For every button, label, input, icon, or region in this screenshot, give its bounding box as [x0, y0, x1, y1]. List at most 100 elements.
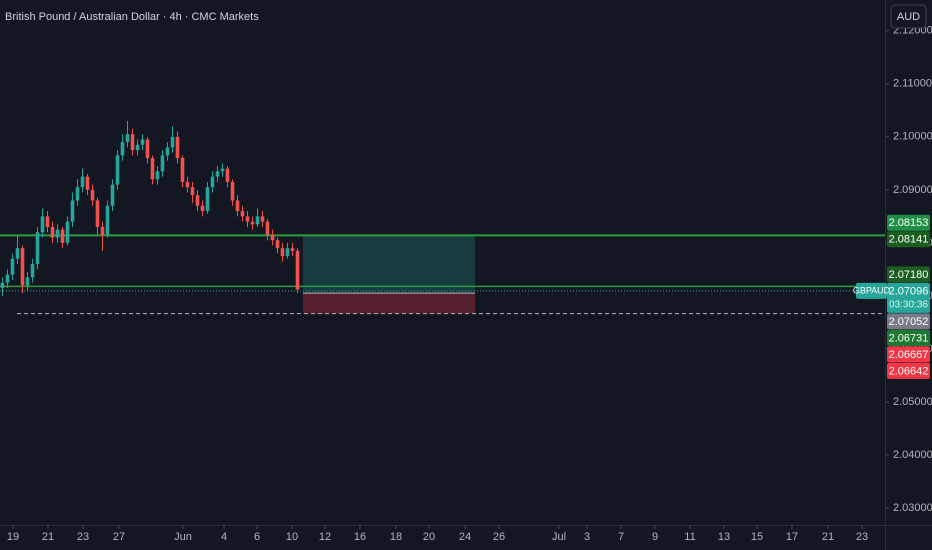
candle-body [265, 221, 270, 235]
candle-body [150, 158, 155, 180]
candle-body [285, 248, 290, 257]
candle-body [235, 200, 240, 212]
candle-body [260, 216, 265, 222]
x-tick-label: 17 [786, 531, 798, 543]
y-tick-label: 2.05000 [893, 396, 932, 408]
candle-body [140, 139, 145, 145]
x-tick-label: 20 [423, 531, 435, 543]
candle-body [55, 229, 60, 238]
x-tick-label: 16 [354, 531, 366, 543]
candle-body [5, 274, 10, 283]
price-badge-label: 2.08153 [889, 217, 929, 229]
candle-body [90, 189, 95, 201]
candle-body [270, 234, 275, 241]
candle-body [80, 176, 85, 188]
currency-button[interactable] [890, 4, 927, 29]
candle-body [165, 147, 170, 156]
candle-body [240, 211, 245, 217]
candle-body [135, 144, 140, 151]
candle-body [275, 240, 280, 249]
price-badge-label: 2.06731 [889, 332, 929, 344]
x-tick-label: 23 [856, 531, 868, 543]
price-badge-label: 2.08141 [889, 234, 929, 246]
x-tick-label: 6 [254, 531, 260, 543]
x-tick-label: 15 [751, 531, 763, 543]
candle-body [280, 248, 285, 257]
x-tick-label: 19 [7, 531, 19, 543]
candle-body [115, 155, 120, 185]
price-badge [887, 214, 930, 231]
candle-body [20, 248, 25, 286]
x-tick-label: 21 [42, 531, 54, 543]
candle-body [190, 187, 195, 196]
chart-title: British Pound / Australian Dollar · 4h ·… [5, 11, 259, 23]
x-tick-label: 4 [221, 531, 227, 543]
candle-body [50, 226, 55, 238]
candle-body [100, 226, 105, 235]
candle-body [290, 248, 295, 251]
x-tick-label: 26 [493, 531, 505, 543]
x-tick-label: 12 [319, 531, 331, 543]
countdown: 03:30:36 [889, 300, 928, 311]
candle-body [0, 282, 5, 288]
x-tick-label: 9 [652, 531, 658, 543]
candle-body [10, 258, 15, 275]
candle-body [45, 216, 50, 227]
candle-body [230, 181, 235, 201]
candle-body [120, 142, 125, 156]
candle-body [125, 134, 130, 143]
y-tick-label: 2.11000 [893, 78, 932, 90]
price-badge-label: 2.06667 [889, 349, 929, 361]
candle-body [170, 136, 175, 148]
symbol-label: GBPAUD [853, 286, 891, 296]
x-tick-label: 18 [390, 531, 402, 543]
candle-body [110, 184, 115, 206]
candle-body [25, 277, 30, 286]
candle-body [145, 139, 150, 159]
candle-body [215, 171, 220, 177]
price-badge [887, 362, 930, 379]
candle-body [95, 200, 100, 227]
y-tick-label: 2.09000 [893, 184, 932, 196]
price-badge-label: 2.07096 [889, 285, 929, 297]
loss-zone [303, 293, 475, 314]
candle-body [70, 200, 75, 222]
candle-body [205, 187, 210, 212]
y-tick-label: 2.03000 [893, 502, 932, 514]
candle-body [130, 134, 135, 151]
candle-body [160, 155, 165, 172]
candle-body [200, 205, 205, 212]
price-badge-label: 2.06642 [889, 365, 929, 377]
candle-body [250, 221, 255, 225]
price-badge [887, 329, 930, 346]
x-tick-label: 10 [286, 531, 298, 543]
candle-body [15, 248, 20, 259]
candle-body [40, 216, 45, 233]
x-tick-label: 23 [77, 531, 89, 543]
currency-label[interactable]: AUD [897, 11, 920, 23]
candle-body [155, 171, 160, 180]
candle-body [195, 195, 200, 206]
profit-zone [303, 235, 475, 294]
x-tick-label: 11 [684, 531, 695, 543]
x-tick-label: 13 [718, 531, 730, 543]
x-tick-label: 21 [822, 531, 834, 543]
price-badge [887, 266, 930, 283]
candles [0, 120, 300, 296]
price-badge [887, 313, 930, 330]
candle-body [105, 205, 110, 235]
x-tick-label: Jul [552, 531, 566, 543]
x-tick-label: 3 [584, 531, 590, 543]
x-tick-label: 27 [113, 531, 125, 543]
candle-body [75, 187, 80, 201]
candle-body [295, 250, 300, 290]
candle-body [60, 229, 65, 243]
levels [0, 234, 885, 315]
price-badge-label: 2.07180 [889, 269, 929, 281]
candle-body [65, 221, 70, 243]
candle-body [35, 232, 40, 265]
badges: 2.08153 2.08141 2.07180 2.07096 03:30:36 GBPA… [853, 214, 930, 379]
